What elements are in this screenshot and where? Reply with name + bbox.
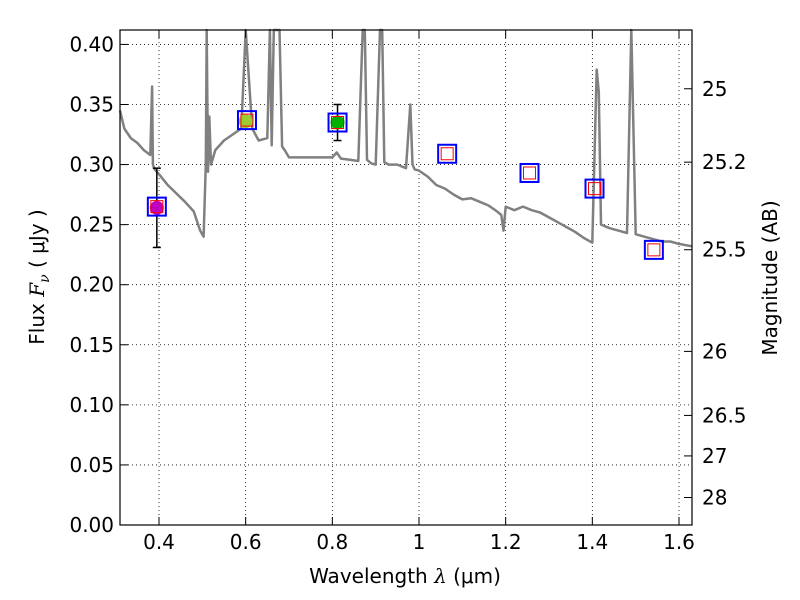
model-point-box <box>643 239 664 260</box>
x-tick-label: 1.6 <box>663 530 695 554</box>
data-points <box>146 110 664 260</box>
model-point-box <box>327 112 348 133</box>
model-point-inner <box>240 113 254 127</box>
y-tick-label: 0.40 <box>69 32 114 56</box>
y2-tick-label: 25.2 <box>702 150 747 174</box>
observed-point <box>238 114 253 129</box>
template-spectrum <box>118 28 693 248</box>
observed-point <box>330 115 345 130</box>
x-axis-label: Wavelength λ (μm) <box>309 564 501 588</box>
y-tick-label: 0.15 <box>69 333 114 357</box>
model-point-box <box>236 110 257 131</box>
model-point-inner <box>440 147 454 161</box>
observed-point <box>149 200 164 215</box>
y-axis-label: Flux Fν ( μJy ) <box>25 209 53 344</box>
model-point-inner <box>150 200 164 214</box>
x-tick-label: 0.8 <box>316 530 348 554</box>
y2-tick-label: 27 <box>702 444 727 468</box>
y2-tick-label: 26.5 <box>702 403 747 427</box>
y-tick-label: 0.10 <box>69 393 114 417</box>
spectrum-line <box>118 28 693 248</box>
y2-axis-label: Magnitude (AB) <box>758 200 782 355</box>
x-tick-label: 0.4 <box>143 530 175 554</box>
axis-ticks: 0.4 0.6 0.8 1 1.2 1.4 1.6 0.00 0.05 0.10 0.15 0.20 0… <box>69 30 747 554</box>
y2-tick-label: 25 <box>702 77 727 101</box>
model-point-inner <box>588 182 601 196</box>
model-point-box <box>584 178 605 199</box>
plot-frame <box>119 29 693 526</box>
y-tick-label: 0.35 <box>69 92 114 116</box>
model-point-box <box>437 143 458 164</box>
y-tick-label: 0.05 <box>69 453 114 477</box>
y2-tick-label: 25.5 <box>702 238 747 262</box>
y2-tick-label: 28 <box>702 485 727 509</box>
y-tick-label: 0.20 <box>69 273 114 297</box>
x-tick-label: 0.6 <box>230 530 262 554</box>
model-point-box <box>146 196 167 217</box>
model-point-inner <box>523 166 536 180</box>
x-tick-label: 1.4 <box>576 530 608 554</box>
x-tick-label: 1 <box>413 530 426 554</box>
y-tick-label: 0.25 <box>69 213 114 237</box>
model-point-inner <box>331 116 345 130</box>
y-tick-label: 0.00 <box>69 513 114 537</box>
y2-tick-label: 26 <box>702 339 727 363</box>
model-point-box <box>519 162 540 183</box>
x-tick-label: 1.2 <box>490 530 522 554</box>
y-tick-label: 0.30 <box>69 153 114 177</box>
model-point-inner <box>647 243 661 257</box>
